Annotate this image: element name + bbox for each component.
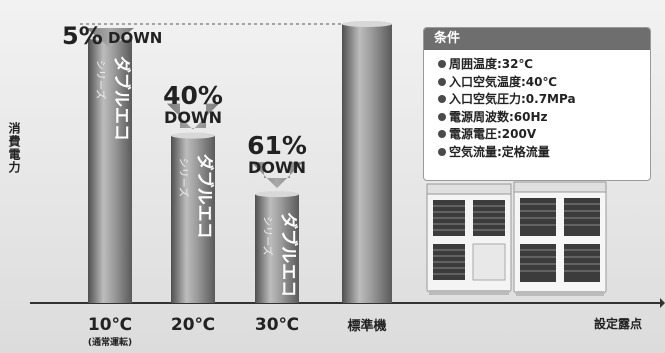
series-label: ダブルエコ [278, 212, 299, 297]
series-sublabel: シリーズ [94, 60, 107, 100]
series-sublabel: シリーズ [261, 216, 274, 256]
condition-text: 周囲温度:32℃ [449, 57, 534, 71]
x-axis-arrowhead [660, 298, 665, 308]
bar-top [255, 191, 299, 198]
bar [171, 135, 215, 303]
conditions-title: 条件 [424, 28, 650, 50]
bullet-icon [438, 147, 446, 156]
bullet-icon [438, 60, 446, 68]
reduction-suffix: DOWN [108, 29, 162, 47]
reduction-arrow [86, 27, 134, 48]
x-tick-label: 30℃ [255, 315, 299, 335]
condition-text: 電源電圧:200V [449, 127, 537, 141]
reduction-label: 61% [247, 131, 307, 160]
x-tick-label: 20℃ [171, 315, 215, 335]
series-label: ダブルエコ [194, 154, 215, 239]
x-axis-label: 設定露点 [594, 317, 643, 331]
bar-top [171, 132, 215, 139]
dryer-unit-large-image [513, 181, 607, 296]
conditions-list: 周囲温度:32℃ 入口空気温度:40℃ 入口空気圧力:0.7MPa 電源周波数:60H… [424, 56, 650, 161]
bullet-icon [438, 112, 446, 121]
bullet-icon [438, 130, 446, 138]
condition-text: 空気流量:定格流量 [449, 144, 550, 159]
condition-item: 空気流量:定格流量 [438, 144, 650, 162]
condition-text: 電源周波数:60Hz [449, 109, 548, 124]
reduction-arrow [167, 103, 219, 130]
condition-item: 電源周波数:60Hz [438, 109, 650, 127]
condition-item: 周囲温度:32℃ [438, 56, 650, 74]
bullet-icon [438, 77, 446, 86]
reduction-label: 5% [62, 22, 103, 50]
reduction-arrow [251, 162, 303, 189]
bullet-icon [438, 95, 446, 103]
series-label: ダブルエコ [111, 56, 132, 141]
reduction-suffix: DOWN [248, 158, 306, 177]
condition-text: 入口空気温度:40℃ [449, 74, 558, 89]
condition-item: 電源電圧:200V [438, 126, 650, 144]
x-tick-note: (通常運転) [88, 336, 132, 348]
reduction-suffix: DOWN [164, 108, 222, 127]
condition-item: 入口空気圧力:0.7MPa [438, 91, 650, 109]
bar [255, 194, 299, 303]
x-tick-label: 10℃ [88, 315, 132, 335]
reduction-label: 40% [163, 81, 223, 110]
dryer-unit-image [426, 183, 512, 295]
bar [342, 23, 392, 303]
condition-item: 入口空気温度:40℃ [438, 74, 650, 92]
series-sublabel: シリーズ [177, 158, 190, 198]
y-axis-label: 消費電力 [7, 122, 21, 174]
bar-top [342, 20, 392, 27]
bar [88, 37, 132, 304]
conditions-panel: 条件 周囲温度:32℃ 入口空気温度:40℃ 入口空気圧力:0.7MPa 電源周波数:… [423, 27, 651, 181]
x-tick-label: 標準機 [347, 318, 386, 334]
condition-text: 入口空気圧力:0.7MPa [449, 92, 576, 106]
